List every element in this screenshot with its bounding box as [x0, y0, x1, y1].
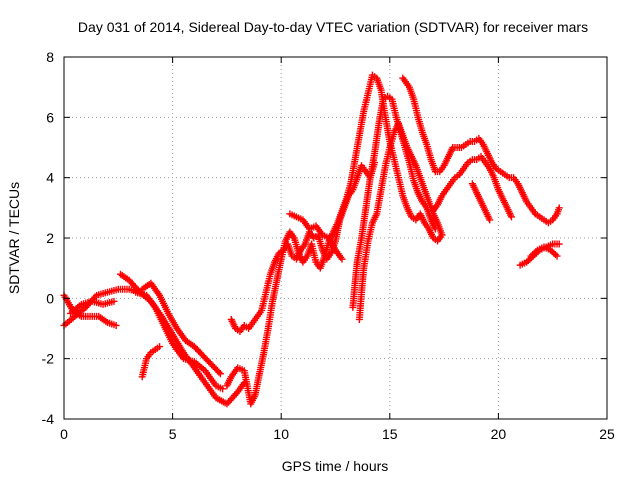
y-tick-label: 6 [46, 109, 54, 125]
series-track-m [399, 74, 563, 227]
y-tick-label: -4 [42, 411, 55, 427]
data-point-marker [112, 321, 120, 329]
y-tick-label: 4 [46, 170, 54, 186]
data-point-marker [438, 231, 446, 239]
data-point-marker [486, 216, 494, 224]
data-point-marker [156, 343, 164, 351]
series-track-q [527, 243, 561, 260]
x-tick-label: 0 [60, 426, 68, 442]
y-tick-label: 2 [46, 230, 54, 246]
data-point-marker [532, 248, 540, 256]
y-tick-label: -2 [42, 351, 55, 367]
data-series [60, 71, 563, 408]
y-tick-label: 8 [46, 49, 54, 65]
data-point-marker [555, 204, 563, 212]
x-tick-label: 25 [599, 426, 615, 442]
y-axis-label: SDTVAR / TECUs [6, 182, 22, 294]
data-point-marker [507, 213, 515, 221]
series-track-j [286, 210, 346, 263]
data-point-marker [219, 385, 227, 393]
data-point-marker [338, 255, 346, 263]
series-track-f [138, 279, 224, 378]
data-point-marker [555, 240, 563, 248]
series-track-c [67, 297, 118, 317]
x-tick-label: 15 [382, 426, 398, 442]
y-tick-label: 0 [46, 290, 54, 306]
data-point-marker [110, 297, 118, 305]
chart-title: Day 031 of 2014, Sidereal Day-to-day VTE… [78, 19, 588, 35]
x-tick-label: 5 [169, 426, 177, 442]
series-track-o [468, 180, 494, 224]
series-track-n [429, 153, 515, 221]
data-point-marker [553, 252, 561, 260]
data-point-marker [216, 370, 224, 378]
data-point-marker [551, 251, 559, 259]
axis-ticks: 0 5 10 15 20 25 -4 -2 0 2 4 6 8 [42, 49, 615, 442]
x-axis-label: GPS time / hours [282, 458, 389, 474]
series-track-l [355, 119, 446, 323]
series-track-g [138, 343, 164, 381]
data-point-marker [215, 368, 223, 376]
x-tick-label: 20 [491, 426, 507, 442]
series-track-i [227, 159, 379, 336]
x-tick-label: 10 [273, 426, 289, 442]
series-track-e [132, 288, 227, 393]
